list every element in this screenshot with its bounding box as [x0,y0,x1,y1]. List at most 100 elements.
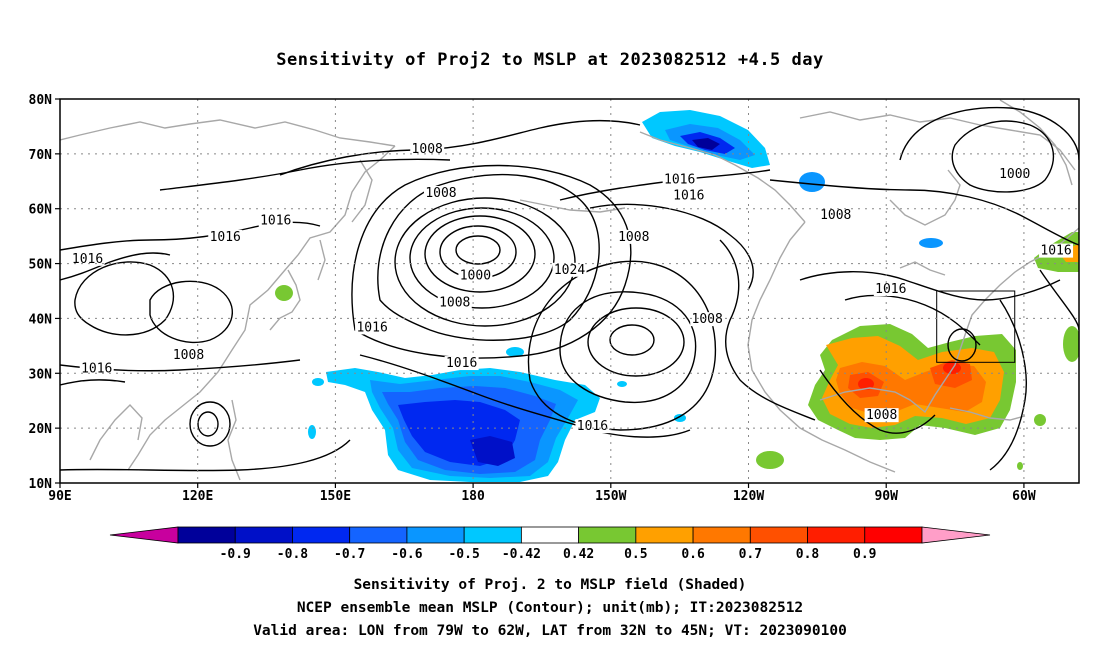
neg-shade-small-1 [506,347,524,357]
contour-label-bg [575,419,610,434]
contour-label-bg [997,166,1032,181]
contour-low-ring-1 [455,235,501,265]
colorbar-tick-label: -0.6 [391,547,422,562]
contour-label-bg [79,361,114,376]
lat-label: 40N [29,312,53,327]
contour-1016-bering [589,203,754,291]
contour-label-bg [410,142,445,157]
contour-label: 1008 [412,142,443,157]
coast-asia-north [60,119,396,147]
contour-label: 1016 [260,213,291,228]
contour-label: 1016 [577,419,608,434]
coastlines [60,99,1079,481]
contour-low-ring-4 [409,207,555,309]
colorbar-tick-label: 0.42 [563,547,594,562]
contour-label: 1016 [356,320,387,335]
colorbar-segment [692,526,751,544]
contour-label-bg [662,172,697,187]
lon-label: 60W [1012,489,1036,504]
colorbar-tick-label: -0.7 [334,547,365,562]
pos-shade-small-4 [1017,462,1023,470]
contour-labels: 1008 1008 1016 1016 1008 1000 1016 1016 1016 1008… [70,142,1074,434]
neg-shade-pacific-5 [470,436,515,466]
colorbar-segment [292,526,351,544]
lat-label: 30N [29,367,53,382]
contour-1016-asia-s [60,379,126,386]
contour-label-bg [616,229,651,244]
contour-label: 1016 [664,172,695,187]
contour-1016-pacific [359,354,691,438]
pos-shade-core-2 [943,362,961,374]
caption-line-2: NCEP ensemble mean MSLP (Contour); unit(… [296,600,804,616]
valid-area-box [936,290,1016,363]
pos-shade-small-1 [756,451,784,469]
chart-title: Sensitivity of Proj2 to MSLP at 20230825… [276,50,824,70]
contour-label-bg [458,268,493,283]
coast-hudson [889,169,961,226]
colorbar-segment [349,526,408,544]
lat-label: 50N [29,258,53,273]
contour-ph-low-1 [197,411,219,437]
contour-low-ring-3 [424,215,536,293]
colorbar-segment [749,526,808,544]
contour-label: 1016 [1040,244,1071,259]
captions: Sensitivity of Proj. 2 to MSLP field (Sh… [0,574,1100,643]
contour-label: 1008 [439,296,470,311]
colorbar-segment [578,526,637,544]
colorbar-min-arrow [109,526,179,544]
neg-shade-small-4 [617,381,627,387]
colorbar-tick-label: 0.5 [624,547,647,562]
colorbar-segment [807,526,866,544]
colorbar-tick-label: -0.8 [277,547,308,562]
contour-label-bg [671,188,706,203]
coast-kamchatka [351,159,373,223]
neg-shade-small-2 [312,378,324,386]
coast-alaska [639,131,806,223]
contour-low-ring-6 [377,173,600,341]
contour-label: 1008 [820,208,851,223]
contour-label-bg [690,312,725,327]
contour-label-bg [171,347,206,362]
map-frame [59,98,1080,484]
contour-label-bg [552,262,587,277]
contour-low-ring-5 [394,197,576,327]
colorbar: -0.9 -0.8 -0.7 -0.6 -0.5 -0.42 0.42 0.5 0.6 0.7 0.… [109,526,991,562]
contour-label: 1016 [875,282,906,297]
contour-1008-north-2 [159,158,451,191]
lat-label: 60N [29,203,53,218]
neg-shade-alaska-4 [692,138,720,150]
coast-japan [269,269,301,331]
contour-1008-arctic [899,106,1079,161]
caption-line-3: Valid area: LON from 79W to 62W, LAT fro… [253,623,847,639]
contour-label-bg [70,251,105,266]
pos-shade-gulf-5 [930,360,972,388]
contour-label-bg [355,320,390,335]
colorbar-tick-label: 0.7 [739,547,762,562]
lat-label: 10N [29,477,53,492]
colorbar-tick-label: -0.5 [448,547,479,562]
coast-sakhalin [317,239,326,281]
coast-great-lakes [899,261,946,276]
coast-caribbean [949,407,1026,421]
coast-greenland [999,99,1073,186]
contour-label-bg [437,295,472,310]
contour-1008-tropics [60,439,351,472]
gridlines [55,98,1079,488]
lon-label: 90E [48,489,71,504]
contour-label-bg [864,408,899,423]
contour-label-bg [873,282,908,296]
colorbar-segment [234,526,293,544]
pos-shade-core-1 [858,378,874,390]
colorbar-tick-label: 0.8 [796,547,820,562]
contour-asia-ring-b [149,280,233,344]
caption-line-1: Sensitivity of Proj. 2 to MSLP field (Sh… [353,577,747,593]
colorbar-max-arrow [921,526,991,544]
coast-na-west [747,221,896,473]
lat-label: 80N [29,93,53,108]
contour-label-bg [208,229,243,244]
lon-label: 120E [182,489,213,504]
contour-label: 1008 [618,230,649,245]
contour-label-bg [258,213,293,228]
neg-shade-small-3 [308,425,316,439]
